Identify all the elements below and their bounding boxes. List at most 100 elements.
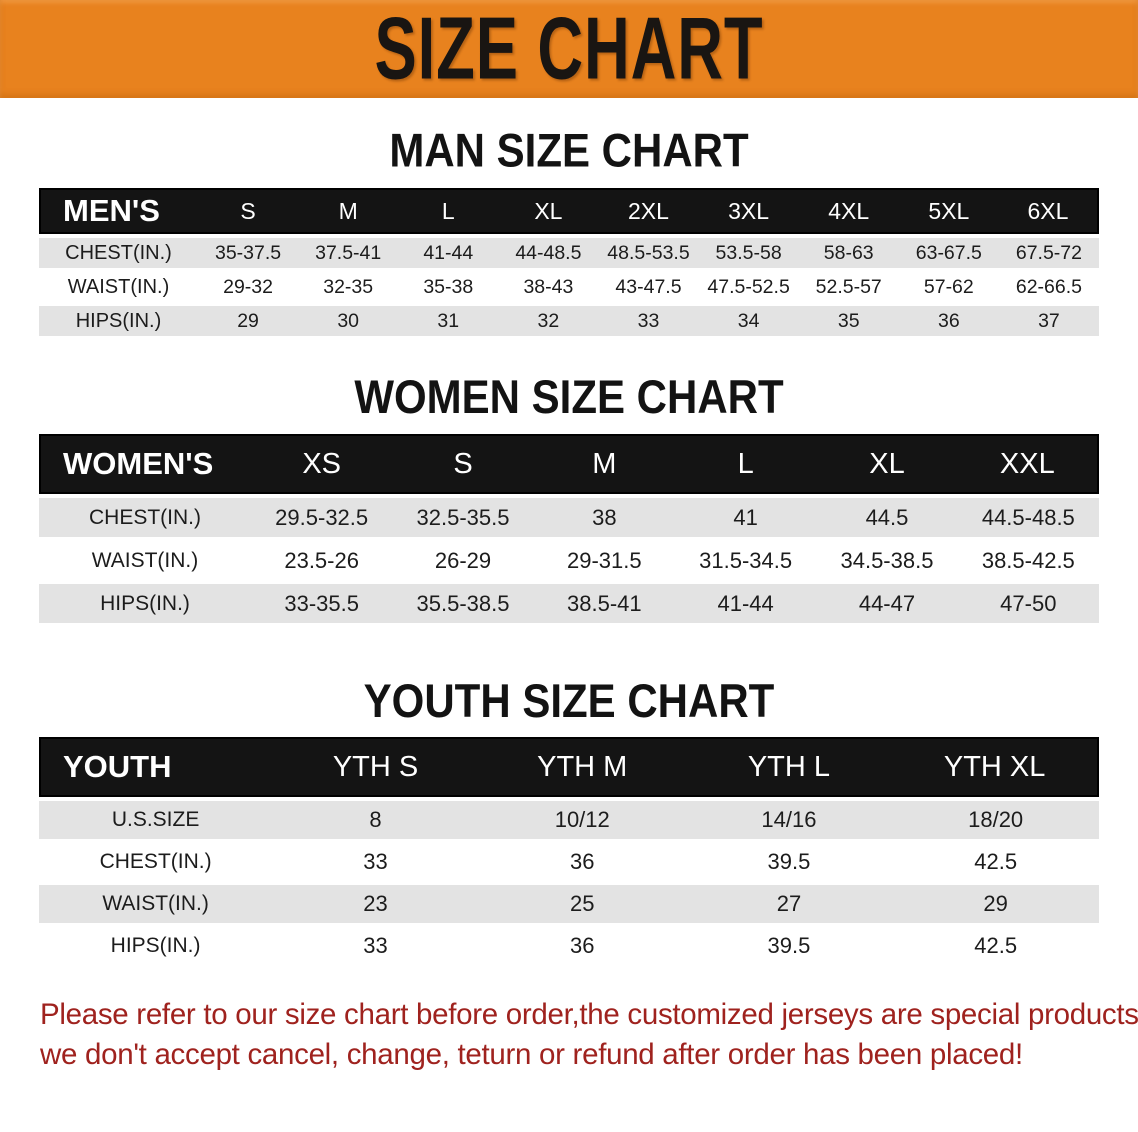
data-cell: 39.5 — [685, 839, 893, 881]
data-cell: 29-31.5 — [533, 537, 675, 580]
size-column-header: 2XL — [598, 188, 699, 234]
table-row: U.S.SIZE 8 10/12 14/16 18/20 — [39, 797, 1099, 839]
table-row: WAIST(IN.) 29-32 32-35 35-38 38-43 43-47.5 47.… — [39, 268, 1099, 302]
data-cell: 37.5-41 — [298, 234, 399, 268]
youth-size-table: YOUTH YTH S YTH M YTH L YTH XL U.S.SIZE 8 10/12… — [39, 737, 1099, 965]
size-column-header: YTH L — [685, 737, 893, 797]
data-cell: 29 — [892, 881, 1099, 923]
data-cell: 47.5-52.5 — [698, 268, 799, 302]
data-cell: 33 — [598, 302, 699, 336]
row-label: HIPS(IN.) — [39, 302, 198, 336]
data-cell: 34.5-38.5 — [816, 537, 958, 580]
data-cell: 42.5 — [892, 839, 1099, 881]
size-column-header: M — [533, 434, 675, 494]
data-cell: 32-35 — [298, 268, 399, 302]
data-cell: 31.5-34.5 — [674, 537, 817, 580]
row-label: HIPS(IN.) — [39, 580, 251, 623]
table-row: WAIST(IN.) 23 25 27 29 — [39, 881, 1099, 923]
youth-size-chart-heading: YOUTH SIZE CHART — [363, 674, 775, 727]
size-column-header: XL — [498, 188, 599, 234]
data-cell: 14/16 — [685, 797, 893, 839]
data-cell: 29 — [198, 302, 299, 336]
data-cell: 18/20 — [892, 797, 1099, 839]
data-cell: 31 — [398, 302, 499, 336]
data-cell: 35.5-38.5 — [392, 580, 534, 623]
table-row: CHEST(IN.) 33 36 39.5 42.5 — [39, 839, 1099, 881]
size-column-header: S — [198, 188, 299, 234]
table-category-header: MEN'S — [39, 188, 198, 234]
size-column-header: XL — [816, 434, 958, 494]
data-cell: 8 — [272, 797, 479, 839]
row-label: CHEST(IN.) — [39, 494, 251, 537]
data-cell: 23.5-26 — [251, 537, 393, 580]
size-column-header: XS — [251, 434, 393, 494]
data-cell: 48.5-53.5 — [598, 234, 699, 268]
data-cell: 29-32 — [198, 268, 299, 302]
data-cell: 44.5-48.5 — [957, 494, 1099, 537]
size-column-header: YTH S — [272, 737, 479, 797]
size-column-header: 5XL — [898, 188, 999, 234]
data-cell: 32 — [498, 302, 599, 336]
data-cell: 33-35.5 — [251, 580, 393, 623]
disclaimer-note: Please refer to our size chart before or… — [40, 995, 1138, 1075]
data-cell: 34 — [698, 302, 799, 336]
data-cell: 41-44 — [398, 234, 499, 268]
data-cell: 36 — [898, 302, 999, 336]
men-size-table: MEN'S S M L XL 2XL 3XL 4XL 5XL 6XL CHEST(IN.) 35-37… — [39, 188, 1099, 336]
table-row: HIPS(IN.) 33 36 39.5 42.5 — [39, 923, 1099, 965]
banner-title: SIZE CHART — [374, 0, 764, 98]
size-chart-banner: SIZE CHART — [0, 0, 1138, 98]
data-cell: 36 — [478, 923, 686, 965]
table-header-row: MEN'S S M L XL 2XL 3XL 4XL 5XL 6XL — [39, 188, 1099, 234]
data-cell: 29.5-32.5 — [251, 494, 393, 537]
data-cell: 41 — [674, 494, 817, 537]
table-row: WAIST(IN.) 23.5-26 26-29 29-31.5 31.5-34.5 34… — [39, 537, 1099, 580]
data-cell: 33 — [272, 839, 479, 881]
section-women: WOMEN SIZE CHART WOMEN'S XS S M L XL XXL CHEST(… — [0, 336, 1138, 623]
section-youth: YOUTH SIZE CHART YOUTH YTH S YTH M YTH L YTH… — [0, 623, 1138, 965]
table-row: CHEST(IN.) 35-37.5 37.5-41 41-44 44-48.5 48.5… — [39, 234, 1099, 268]
data-cell: 43-47.5 — [598, 268, 699, 302]
data-cell: 33 — [272, 923, 479, 965]
data-cell: 44-47 — [816, 580, 958, 623]
data-cell: 26-29 — [392, 537, 534, 580]
table-category-header: WOMEN'S — [39, 434, 251, 494]
data-cell: 42.5 — [892, 923, 1099, 965]
table-header-row: YOUTH YTH S YTH M YTH L YTH XL — [39, 737, 1099, 797]
row-label: CHEST(IN.) — [39, 234, 198, 268]
table-row: CHEST(IN.) 29.5-32.5 32.5-35.5 38 41 44.5 44.5… — [39, 494, 1099, 537]
disclaimer-line-1: Please refer to our size chart before or… — [40, 998, 1138, 1031]
size-column-header: XXL — [957, 434, 1099, 494]
data-cell: 37 — [998, 302, 1099, 336]
size-column-header: M — [298, 188, 399, 234]
row-label: WAIST(IN.) — [39, 881, 273, 923]
data-cell: 38.5-42.5 — [957, 537, 1099, 580]
women-size-table: WOMEN'S XS S M L XL XXL CHEST(IN.) 29.5-32.5 32.5… — [39, 434, 1099, 623]
disclaimer-line-2: we don't accept cancel, change, teturn o… — [40, 1038, 1023, 1071]
data-cell: 57-62 — [898, 268, 999, 302]
data-cell: 35-37.5 — [198, 234, 299, 268]
data-cell: 58-63 — [798, 234, 899, 268]
row-label: CHEST(IN.) — [39, 839, 273, 881]
data-cell: 62-66.5 — [998, 268, 1099, 302]
data-cell: 44.5 — [816, 494, 958, 537]
data-cell: 32.5-35.5 — [392, 494, 534, 537]
size-column-header: YTH M — [478, 737, 686, 797]
data-cell: 30 — [298, 302, 399, 336]
size-column-header: YTH XL — [892, 737, 1099, 797]
size-column-header: 4XL — [798, 188, 899, 234]
row-label: WAIST(IN.) — [39, 268, 198, 302]
data-cell: 23 — [272, 881, 479, 923]
data-cell: 35 — [798, 302, 899, 336]
row-label: WAIST(IN.) — [39, 537, 251, 580]
data-cell: 10/12 — [478, 797, 686, 839]
table-row: HIPS(IN.) 29 30 31 32 33 34 35 36 37 — [39, 302, 1099, 336]
size-column-header: S — [392, 434, 534, 494]
data-cell: 38 — [533, 494, 675, 537]
data-cell: 27 — [685, 881, 893, 923]
data-cell: 53.5-58 — [698, 234, 799, 268]
data-cell: 25 — [478, 881, 686, 923]
data-cell: 47-50 — [957, 580, 1099, 623]
size-column-header: 6XL — [998, 188, 1099, 234]
data-cell: 44-48.5 — [498, 234, 599, 268]
